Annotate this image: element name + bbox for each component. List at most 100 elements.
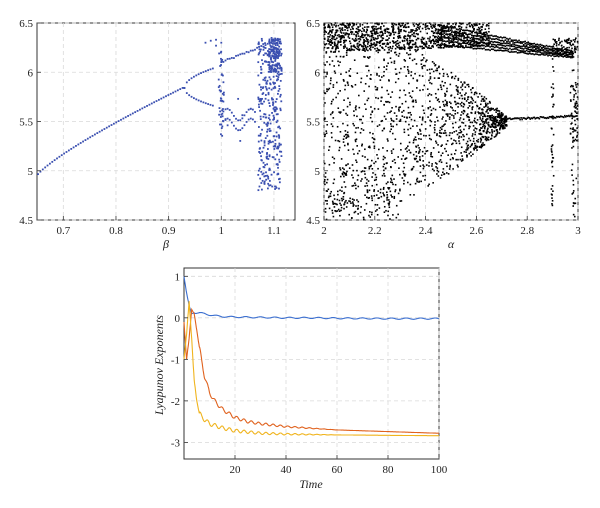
bifurcation-point (409, 194, 412, 196)
bifurcation-point (518, 49, 520, 52)
bifurcation-point (339, 55, 342, 58)
bifurcation-point (446, 101, 448, 103)
bifurcation-point (433, 42, 435, 45)
bifurcation-point (375, 30, 378, 33)
bifurcation-point (476, 105, 479, 108)
bifurcation-point (329, 113, 332, 116)
bifurcation-point (373, 42, 375, 44)
bifurcation-point (364, 82, 367, 85)
bifurcation-point (396, 39, 399, 42)
bifurcation-point (270, 68, 273, 71)
bifurcation-point (406, 22, 409, 25)
bifurcation-point (392, 37, 395, 39)
bifurcation-point (381, 39, 384, 42)
bifurcation-point (373, 189, 376, 191)
bifurcation-point (264, 97, 267, 100)
bifurcation-point (280, 69, 283, 72)
bifurcation-point (264, 52, 267, 55)
bifurcation-point (268, 48, 271, 51)
bifurcation-point (278, 142, 281, 145)
bifurcation-point (510, 39, 513, 41)
bifurcation-point (398, 71, 401, 74)
bifurcation-point (329, 41, 332, 43)
bifurcation-point (355, 31, 358, 33)
bifurcation-point (390, 150, 393, 152)
bifurcation-point (572, 145, 575, 148)
bifurcation-point (483, 32, 485, 35)
bifurcation-point (378, 66, 380, 69)
bifurcation-point (553, 43, 555, 45)
bifurcation-point (555, 41, 557, 44)
bifurcation-point (475, 47, 478, 50)
bifurcation-point (362, 216, 365, 219)
bifurcation-point (262, 161, 265, 164)
bifurcation-point (487, 43, 490, 46)
bifurcation-point (536, 45, 539, 48)
bifurcation-point (389, 181, 392, 183)
bifurcation-point (328, 149, 330, 152)
bifurcation-point (343, 41, 346, 43)
bifurcation-point (279, 127, 282, 130)
bifurcation-point (445, 120, 447, 122)
bifurcation-point (380, 195, 383, 198)
bifurcation-point (358, 118, 361, 121)
bifurcation-point (390, 50, 393, 52)
bifurcation-point (323, 92, 326, 94)
bifurcation-point (174, 90, 177, 93)
bifurcation-point (437, 170, 440, 173)
bifurcation-point (527, 48, 530, 50)
bifurcation-point (409, 127, 412, 130)
bifurcation-point (571, 50, 574, 53)
bifurcation-point (452, 27, 455, 29)
bifurcation-point (418, 23, 421, 25)
bifurcation-point (278, 136, 281, 139)
bifurcation-point (419, 130, 422, 132)
bifurcation-point (436, 41, 438, 43)
bifurcation-point (386, 42, 389, 44)
bifurcation-point (571, 55, 574, 58)
bifurcation-point (500, 123, 503, 126)
bifurcation-point (400, 28, 403, 31)
bifurcation-point (351, 174, 353, 176)
bifurcation-point (335, 47, 337, 50)
bifurcation-point (395, 44, 397, 46)
bifurcation-point (538, 50, 540, 53)
bifurcation-point (440, 86, 442, 88)
bifurcation-point (258, 126, 260, 128)
bifurcation-point (415, 179, 418, 181)
bifurcation-point (153, 101, 156, 104)
bifurcation-point (420, 38, 423, 41)
bifurcation-point (275, 54, 278, 57)
bifurcation-point (555, 115, 558, 118)
bifurcation-point (270, 60, 273, 63)
bifurcation-point (395, 41, 397, 43)
bifurcation-point (418, 28, 421, 30)
bifurcation-point (407, 53, 410, 56)
bifurcation-point (276, 64, 279, 66)
bifurcation-point (382, 34, 384, 37)
bifurcation-point (571, 163, 574, 166)
bifurcation-point (391, 196, 393, 198)
bifurcation-point (414, 158, 416, 161)
bifurcation-point (264, 85, 267, 88)
bifurcation-point (474, 31, 476, 34)
bifurcation-point (268, 68, 271, 71)
bifurcation-point (495, 37, 498, 40)
bifurcation-point (220, 113, 223, 116)
bifurcation-point (258, 185, 261, 188)
bifurcation-point (572, 141, 574, 143)
bifurcation-point (501, 122, 504, 125)
bifurcation-point (422, 23, 425, 26)
bifurcation-point (367, 45, 369, 48)
bifurcation-point (437, 38, 440, 40)
bifurcation-point (268, 155, 271, 158)
bifurcation-point (483, 100, 486, 102)
bifurcation-point (409, 37, 411, 39)
bifurcation-point (215, 44, 217, 47)
bifurcation-point (376, 204, 379, 206)
bifurcation-point (457, 34, 459, 37)
bifurcation-point (224, 119, 227, 121)
bifurcation-point (378, 41, 381, 44)
bifurcation-point (280, 66, 283, 69)
bifurcation-point (39, 170, 42, 173)
